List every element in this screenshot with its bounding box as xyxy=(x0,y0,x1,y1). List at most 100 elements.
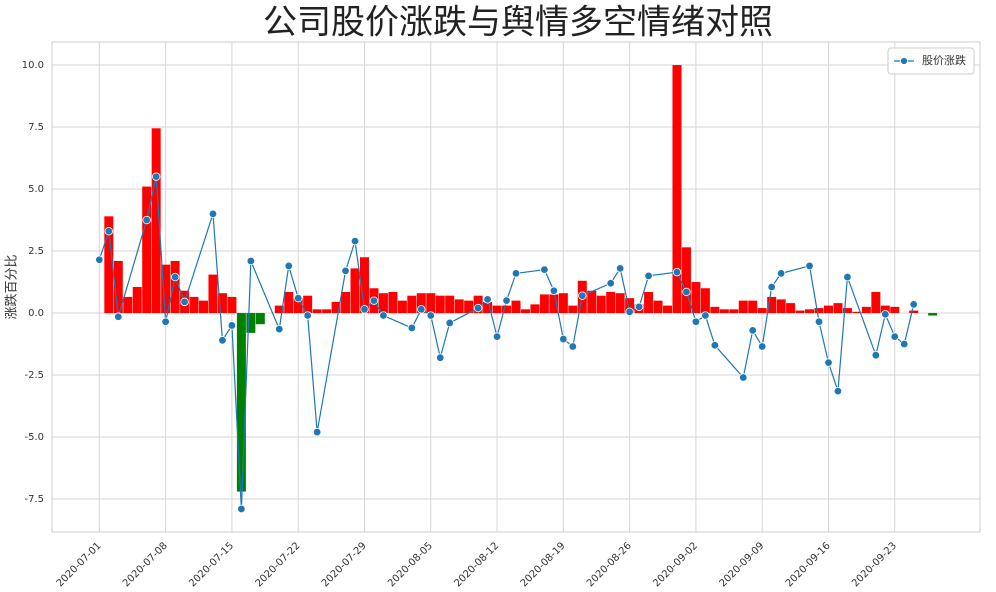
bar xyxy=(890,306,900,314)
point xyxy=(360,305,369,314)
point xyxy=(180,297,189,307)
bar xyxy=(303,295,313,314)
point xyxy=(559,334,568,344)
bar xyxy=(132,287,142,314)
point xyxy=(900,339,909,349)
point xyxy=(95,255,104,264)
bar xyxy=(833,303,843,314)
point xyxy=(814,317,824,326)
bar xyxy=(435,295,445,314)
point xyxy=(824,358,833,367)
bar xyxy=(786,303,796,314)
legend-label: 股价涨跌 xyxy=(922,53,966,67)
bar xyxy=(511,300,521,314)
bar xyxy=(416,293,426,314)
point xyxy=(445,318,454,328)
point xyxy=(407,323,417,333)
bar xyxy=(208,274,218,314)
bar xyxy=(341,291,351,314)
point xyxy=(776,269,786,278)
point xyxy=(161,317,170,326)
point xyxy=(303,311,312,320)
y-tick-label: -2.5 xyxy=(24,370,44,381)
bar xyxy=(236,313,246,492)
bar xyxy=(407,295,417,314)
point xyxy=(436,353,445,362)
point xyxy=(473,303,483,313)
y-axis-label: 涨跌百分比 xyxy=(4,254,20,319)
bar xyxy=(748,300,758,314)
bar xyxy=(549,294,559,314)
point xyxy=(881,310,890,319)
bar xyxy=(757,308,767,314)
bar xyxy=(653,300,663,314)
bar xyxy=(445,295,455,314)
point xyxy=(909,300,918,309)
bar xyxy=(729,309,739,314)
point xyxy=(502,296,511,305)
point xyxy=(227,321,237,330)
point xyxy=(170,272,180,282)
point xyxy=(871,350,881,360)
point xyxy=(625,307,634,316)
bar xyxy=(189,296,199,314)
point xyxy=(350,236,360,246)
bar xyxy=(322,309,332,314)
point xyxy=(615,264,625,273)
chart-title: 公司股价涨跌与舆情多空情绪对照 xyxy=(263,3,773,43)
bar xyxy=(388,291,398,314)
point xyxy=(634,302,644,312)
bar xyxy=(426,293,436,314)
point xyxy=(540,265,549,274)
bar xyxy=(217,293,227,314)
point xyxy=(104,227,114,236)
bar xyxy=(520,309,530,314)
bar xyxy=(161,264,171,314)
point xyxy=(644,271,653,281)
point xyxy=(151,172,161,181)
bar xyxy=(378,293,388,314)
point xyxy=(568,342,578,351)
bar xyxy=(113,260,123,314)
point xyxy=(114,312,123,321)
bar xyxy=(700,288,710,314)
bar xyxy=(587,290,597,314)
bar xyxy=(644,291,654,314)
bar xyxy=(397,300,407,314)
bar xyxy=(795,310,805,314)
bar xyxy=(492,305,502,314)
point xyxy=(275,324,284,334)
bar xyxy=(767,296,777,314)
bar xyxy=(852,311,862,314)
bar xyxy=(861,306,871,314)
point xyxy=(578,291,587,300)
bar xyxy=(672,65,682,314)
point xyxy=(710,341,720,350)
bar xyxy=(151,128,161,314)
point xyxy=(549,286,559,295)
bar xyxy=(558,293,568,314)
bar xyxy=(331,301,341,314)
bar xyxy=(227,296,237,314)
point xyxy=(767,282,776,292)
point xyxy=(843,272,852,282)
point xyxy=(426,311,435,320)
bar xyxy=(842,308,852,314)
point xyxy=(748,326,757,335)
point xyxy=(691,317,701,326)
bar xyxy=(464,300,474,314)
point xyxy=(312,427,322,437)
point xyxy=(417,305,426,314)
bar xyxy=(274,305,284,314)
y-tick-label: 2.5 xyxy=(28,246,44,257)
bar xyxy=(284,291,294,314)
point xyxy=(805,261,814,271)
bar xyxy=(710,306,720,314)
bar xyxy=(530,304,540,314)
bar xyxy=(170,260,180,314)
bar xyxy=(928,313,938,316)
point xyxy=(369,296,379,305)
y-tick-label: -5.0 xyxy=(24,432,44,443)
point xyxy=(758,342,767,351)
point xyxy=(246,256,256,266)
